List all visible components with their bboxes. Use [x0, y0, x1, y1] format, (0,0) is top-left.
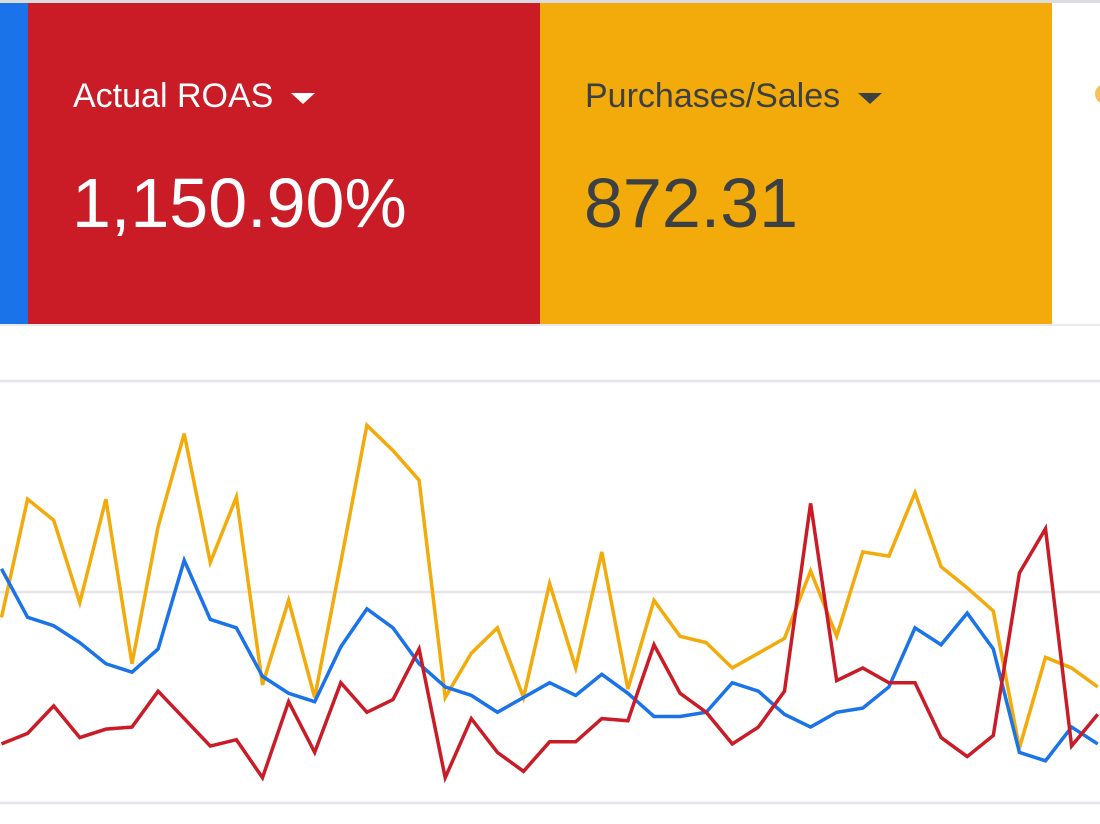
card-divider: [0, 324, 1100, 326]
metric-value: 1,150.90%: [72, 164, 407, 242]
metric-color-dot-icon: [1095, 84, 1100, 104]
metric-value: 872.31: [584, 164, 799, 242]
metric-label: Actual ROAS: [73, 77, 274, 115]
performance-chart: [0, 379, 1100, 805]
metric-card-next[interactable]: [1052, 3, 1100, 325]
metric-label: Purchases/Sales: [585, 77, 841, 115]
metric-selector[interactable]: Purchases/Sales: [585, 77, 883, 116]
dropdown-caret-icon[interactable]: [858, 93, 883, 104]
metric-card-blue[interactable]: [0, 3, 28, 325]
metric-card-purchases-sales[interactable]: Purchases/Sales 872.31: [540, 3, 1052, 325]
metric-card-actual-roas[interactable]: Actual ROAS 1,150.90%: [28, 3, 540, 325]
top-border: [0, 0, 1100, 3]
dropdown-caret-icon[interactable]: [291, 93, 316, 104]
metric-selector[interactable]: Actual ROAS: [73, 77, 316, 116]
